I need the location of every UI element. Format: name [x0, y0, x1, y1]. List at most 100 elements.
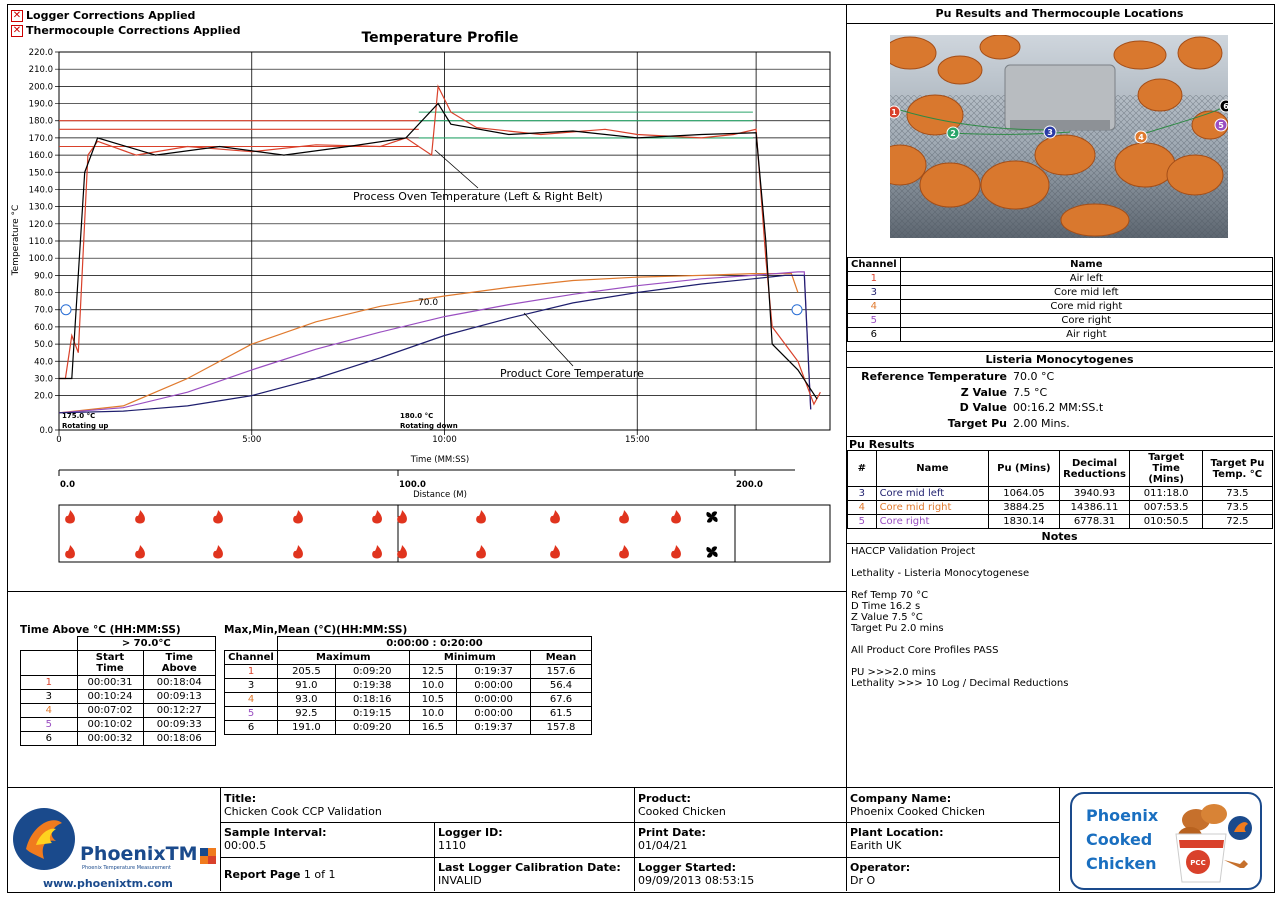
- burner-icon: [65, 510, 75, 524]
- company-logo-word: Cooked: [1086, 830, 1153, 849]
- note-line: [851, 656, 1269, 667]
- svg-text:2: 2: [950, 129, 956, 138]
- note-line: [851, 634, 1269, 645]
- operator-field: Operator: Dr O: [850, 861, 911, 887]
- pu-name: Core mid left: [875, 486, 990, 501]
- bucket-label: PCC: [1190, 859, 1205, 867]
- y-tick-label: 210.0: [29, 65, 53, 75]
- legend-thermocouple-corrections[interactable]: ✕ Thermocouple Corrections Applied: [11, 24, 241, 37]
- listeria-row: Z Value 7.5 °C: [847, 386, 1273, 402]
- channel-number: 5: [847, 313, 901, 328]
- y-tick-label: 140.0: [29, 185, 53, 195]
- note-line: Target Pu 2.0 mins: [851, 623, 944, 634]
- phoenix-bird-icon: [13, 808, 216, 870]
- maxminmean-row: 3 91.0 0:19:38 10.0 0:00:00 56.4: [224, 678, 593, 693]
- maxminmean-row: 6 191.0 0:09:20 16.5 0:19:37 157.8: [224, 720, 593, 735]
- photo-panel-title: Pu Results and Thermocouple Locations: [935, 7, 1184, 20]
- svg-text:1: 1: [891, 108, 897, 117]
- series-3-line: [58, 274, 812, 414]
- param-value: 00:16.2 MM:SS.t: [1013, 401, 1104, 414]
- pu-header: #: [847, 450, 877, 487]
- y-tick-label: 160.0: [29, 151, 53, 161]
- zone1-mode: Rotating up: [62, 422, 108, 430]
- channel-table: Channel Name 1 Air left 3 Core mid left 4 Cor…: [847, 257, 1274, 342]
- channel-row: 5 Core right: [847, 313, 1274, 328]
- divider: [847, 436, 1273, 437]
- note-line: [851, 579, 1269, 590]
- time-above-row: 5 00:10:02 00:09:33: [20, 717, 216, 732]
- title-field: Title: Chicken Cook CCP Validation: [224, 792, 382, 818]
- svg-text:3: 3: [1047, 128, 1053, 137]
- listeria-row: D Value 00:16.2 MM:SS.t: [847, 401, 1273, 417]
- product-annotation: Product Core Temperature: [500, 367, 644, 380]
- report-frame: [7, 4, 1275, 893]
- burner-icon: [372, 510, 382, 524]
- burner-icon: [550, 510, 560, 524]
- x-tick-label: 15:00: [625, 435, 650, 445]
- time-above-row: 1 00:00:31 00:18:04: [20, 675, 216, 690]
- minimum-header: Minimum: [408, 650, 531, 665]
- calibration-date-field: Last Logger Calibration Date: INVALID: [438, 861, 621, 887]
- pu-row: 5 Core right 1830.14 6778.31 010:50.5 72…: [847, 514, 1274, 529]
- divider: [847, 351, 1273, 352]
- burner-icon: [476, 510, 486, 524]
- pu-header: Decimal Reductions: [1058, 450, 1131, 487]
- burner-icon: [619, 545, 629, 559]
- name-header: Name: [899, 257, 1274, 272]
- burner-icon: [372, 545, 382, 559]
- company-logo-word: Phoenix: [1086, 806, 1159, 825]
- maxminmean-row: 1 205.5 0:09:20 12.5 0:19:37 157.6: [224, 664, 593, 679]
- marker-2[interactable]: [946, 126, 960, 140]
- photo-illustration: 1 2 3 4 5 6: [890, 35, 1228, 238]
- svg-text:5: 5: [1218, 121, 1224, 130]
- legend-logger-corrections[interactable]: ✕ Logger Corrections Applied: [11, 9, 196, 22]
- print-date-field: Print Date: 01/04/21: [638, 826, 706, 852]
- x-tick-label: 10:00: [432, 435, 457, 445]
- marker-4[interactable]: [1134, 130, 1148, 144]
- pu-header: Target Time (Mins): [1129, 450, 1203, 487]
- marker-1[interactable]: [890, 105, 901, 119]
- listeria-parameters: Reference Temperature 70.0 °C Z Value 7.5 °…: [847, 370, 1273, 432]
- pu-header: Pu (Mins): [988, 450, 1060, 487]
- marker-6[interactable]: [1219, 99, 1228, 113]
- burner-icon: [619, 510, 629, 524]
- channel-header: Channel: [224, 650, 278, 665]
- website-link[interactable]: www.phoenixtm.com: [43, 877, 173, 890]
- burner-icon: [293, 545, 303, 559]
- y-tick-label: 120.0: [29, 220, 53, 230]
- checkbox-icon[interactable]: ✕: [11, 24, 23, 37]
- threshold-header: > 70.0°C: [76, 636, 216, 651]
- marker-3[interactable]: [1043, 125, 1057, 139]
- param-value: 7.5 °C: [1013, 385, 1048, 399]
- y-tick-label: 170.0: [29, 134, 53, 144]
- temperature-chart: 0.0 20.0 30.0 40.0 50.0 60.0 70.0 80.0 90.0 100.0…: [11, 30, 831, 563]
- pu-header: Name: [875, 450, 990, 487]
- plant-location-field: Plant Location: Earith UK: [850, 826, 944, 852]
- notes-title: Notes: [847, 530, 1272, 544]
- x-tick-label: 5:00: [242, 435, 261, 445]
- divider: [1059, 787, 1060, 891]
- product-field: Product: Cooked Chicken: [638, 792, 726, 818]
- y-tick-label: 200.0: [29, 82, 53, 92]
- svg-text:4: 4: [1138, 133, 1144, 142]
- zone2-mode: Rotating down: [400, 422, 458, 430]
- maxminmean-row: 4 93.0 0:18:16 10.5 0:00:00 67.6: [224, 692, 593, 707]
- report-page-field: Report Page 1 of 1: [224, 868, 336, 881]
- note-line: HACCP Validation Project: [851, 546, 976, 557]
- marker-5[interactable]: [1214, 118, 1228, 132]
- divider: [847, 23, 1273, 24]
- annotation-arrow: [523, 312, 574, 367]
- listeria-row: Target Pu 2.00 Mins.: [847, 417, 1273, 433]
- checkbox-icon[interactable]: ✕: [11, 9, 23, 22]
- x-axis-label: Time (MM:SS): [410, 455, 469, 465]
- channel-name: Air left: [899, 271, 1274, 286]
- pu-results-table: # Name Pu (Mins) Decimal Reductions Target T…: [847, 450, 1274, 529]
- divider: [7, 591, 847, 592]
- pu-row: 3 Core mid left 1064.05 3940.93 011:18.0…: [847, 486, 1274, 501]
- burner-icon: [397, 510, 407, 524]
- y-tick-label: 0.0: [39, 426, 53, 436]
- y-tick-label: 90.0: [34, 271, 53, 281]
- channel-header: Channel: [847, 257, 901, 272]
- channel-row: 1 Air left: [847, 271, 1274, 286]
- y-tick-label: 60.0: [34, 323, 53, 333]
